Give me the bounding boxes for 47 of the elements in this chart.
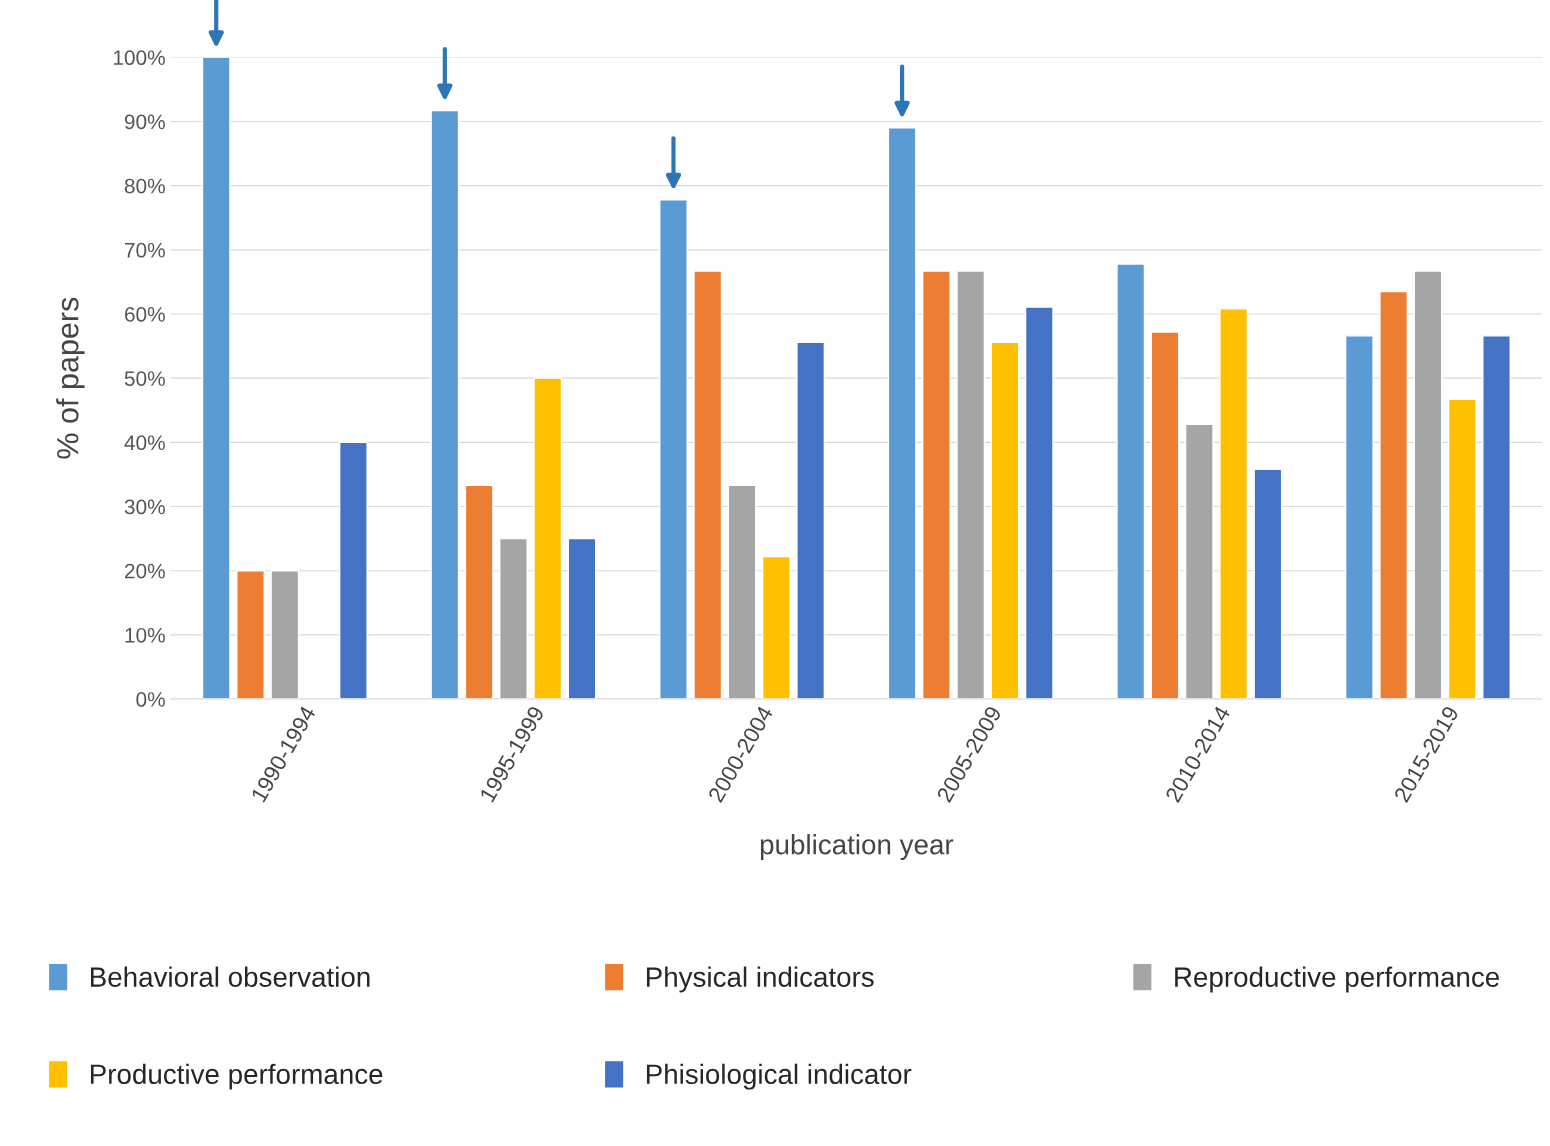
bar (1024, 306, 1054, 700)
y-axis-title: % of papers (56, 297, 85, 459)
bar (796, 341, 826, 700)
legend-label: Phisiological indicator (646, 1063, 912, 1090)
legend-label: Physical indicators (646, 966, 874, 993)
y-tick-label: 10% (125, 627, 165, 643)
bar (761, 555, 791, 700)
y-tick-label: 20% (124, 563, 165, 579)
bar (727, 484, 757, 700)
bar (1344, 335, 1374, 700)
y-tick-label: 50% (124, 371, 165, 386)
legend-label: Reproductive performance (1175, 966, 1499, 993)
y-tick-label: 60% (125, 307, 165, 322)
bar (1150, 331, 1180, 700)
y-tick-label: 90% (124, 114, 165, 130)
bar (1116, 263, 1146, 700)
bar (338, 441, 368, 700)
y-tick-label: 100% (113, 50, 165, 66)
bar (956, 270, 986, 700)
x-axis-title: publication year (760, 834, 954, 860)
bar (270, 570, 300, 700)
bar (1253, 468, 1283, 700)
bar (887, 127, 917, 700)
y-tick-label: 30% (124, 499, 165, 515)
bar (533, 377, 563, 700)
bar (659, 199, 688, 700)
bar (1219, 308, 1249, 700)
bar (1379, 290, 1409, 700)
bar (990, 341, 1020, 700)
bar (236, 570, 265, 700)
y-tick-label: 80% (124, 178, 165, 194)
y-tick-label: 40% (124, 435, 165, 451)
legend-label: Behavioral observation (90, 966, 370, 987)
bar (1413, 270, 1443, 700)
bar (430, 109, 460, 700)
bar (1184, 423, 1214, 700)
bar (1482, 335, 1511, 700)
bar (464, 484, 494, 700)
bar (921, 270, 951, 700)
legend-label: Productive performance (90, 1063, 383, 1090)
bar (499, 537, 528, 700)
y-tick-label: 0% (136, 692, 165, 707)
bar (693, 270, 723, 700)
bar (201, 57, 231, 700)
y-tick-label: 70% (125, 242, 165, 258)
bar (1447, 398, 1477, 700)
bar (567, 537, 597, 700)
